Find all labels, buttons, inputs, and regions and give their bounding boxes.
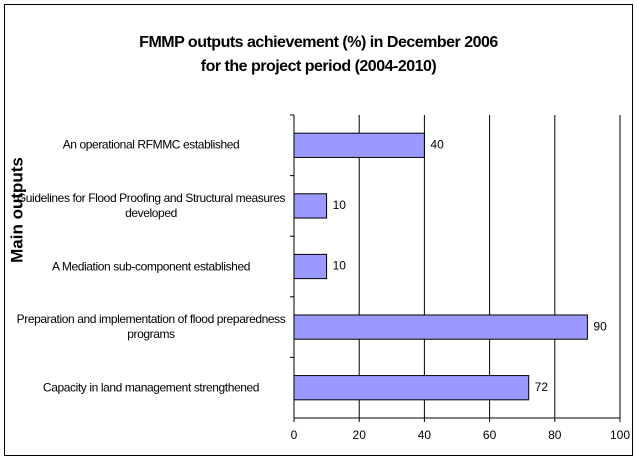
x-tick-label: 0 [291,428,298,442]
value-label: 40 [430,137,444,151]
bar [293,253,328,280]
value-label: 10 [333,259,347,273]
value-label: 10 [333,198,347,212]
y-tick-label: A Mediation sub-component established [51,259,250,273]
bar [293,375,530,401]
value-label: 90 [593,319,607,333]
x-tick-label: 80 [548,428,562,442]
value-label: 72 [535,380,549,394]
bar [293,193,328,219]
x-tick-label: 40 [418,428,432,442]
y-tick-label: Preparation and implementation of flood … [16,312,286,342]
y-axis-label: Main outputs [7,157,26,263]
chart-title: for the project period (2004-2010) [200,58,437,75]
bar [293,314,588,340]
x-tick-label: 60 [483,428,497,442]
bar [293,132,425,158]
x-tick-label: 100 [610,428,630,442]
y-tick-label: Guidelines for Flood Proofing and Struct… [16,190,286,220]
x-tick-label: 20 [353,428,367,442]
y-tick-label: Capacity in land management strengthened [42,380,260,395]
chart-border [4,4,633,456]
y-tick-label: An operational RFMMC established [62,137,240,152]
chart-title: FMMP outputs achievement (%) in December… [139,34,498,51]
